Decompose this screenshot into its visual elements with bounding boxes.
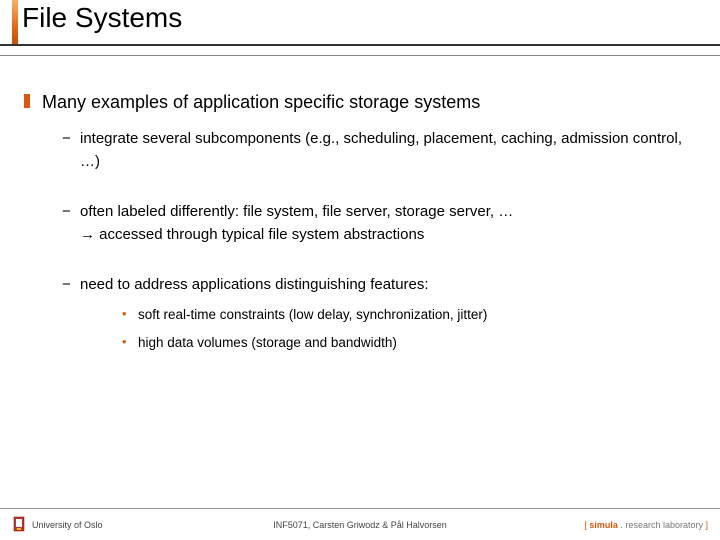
dash-bullet-icon: − [62,276,71,293]
bullet-level2-line1: often labeled differently: file system, … [80,203,513,220]
footer-brand: simula [589,520,618,530]
bullet-level2-line2: → accessed through typical file system a… [80,226,424,243]
bullet-level2: − need to address applications distingui… [42,274,696,353]
bullet-level3: • high data volumes (storage and bandwid… [80,333,696,353]
footer-center: INF5071, Carsten Griwodz & Pål Halvorsen [273,520,447,530]
bullet-level2-text: often labeled differently: file system, … [80,201,696,246]
footer: University of Oslo INF5071, Carsten Griw… [0,508,720,540]
footer-left: University of Oslo [12,516,103,534]
dot-bullet-icon: • [122,306,127,321]
bullet-level3-text: high data volumes (storage and bandwidth… [138,333,696,353]
bullet-level1-text: Many examples of application specific st… [42,90,696,114]
bullet-level3-text: soft real-time constraints (low delay, s… [138,305,696,325]
dot-bullet-icon: • [122,334,127,349]
slide: File Systems Many examples of applicatio… [0,0,720,540]
title-gap-line [0,55,720,56]
bullet-level2: − often labeled differently: file system… [42,201,696,246]
bracket-close: ] [703,520,708,530]
dash-bullet-icon: − [62,203,71,220]
content-area: Many examples of application specific st… [0,60,720,353]
title-underline [0,44,720,46]
title-bar: File Systems [0,0,720,60]
slide-title: File Systems [22,0,720,34]
footer-lab: research laboratory [625,520,703,530]
bullet-level2-text: need to address applications distinguish… [80,274,696,297]
uio-logo-icon [12,516,26,534]
bullet-level2-text: integrate several subcomponents (e.g., s… [80,128,696,173]
bullet-level3: • soft real-time constraints (low delay,… [80,305,696,325]
footer-institution: University of Oslo [32,520,103,530]
dash-bullet-icon: − [62,130,71,147]
bullet-level1: Many examples of application specific st… [24,90,696,353]
title-accent-bar [12,0,18,44]
square-bullet-icon [24,94,30,108]
bullet-level2: − integrate several subcomponents (e.g.,… [42,128,696,173]
footer-right: [ simula . research laboratory ] [584,520,708,530]
